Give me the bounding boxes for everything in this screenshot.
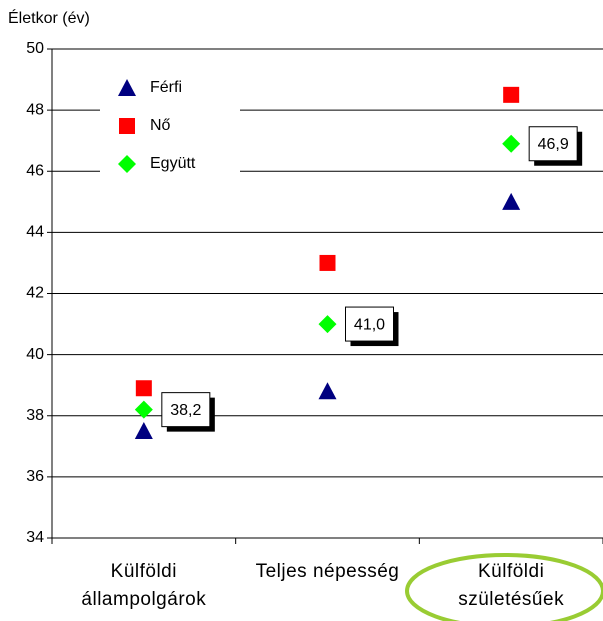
data-point bbox=[503, 86, 520, 103]
data-label: 41,0 bbox=[354, 316, 385, 333]
highlight-ellipse bbox=[405, 553, 603, 621]
legend-marker bbox=[119, 118, 135, 134]
legend-label: Együtt bbox=[150, 155, 196, 172]
y-tick-label: 38 bbox=[26, 407, 44, 424]
data-point bbox=[318, 382, 337, 400]
y-tick-label: 40 bbox=[26, 346, 44, 363]
y-tick-label: 46 bbox=[26, 162, 44, 179]
y-tick-label: 36 bbox=[26, 468, 44, 485]
x-tick-label: Teljes népesség bbox=[255, 561, 400, 582]
data-point bbox=[134, 422, 153, 440]
x-tick-label: Külföldi állampolgárok bbox=[81, 561, 207, 610]
data-point bbox=[134, 400, 153, 419]
data-label: 46,9 bbox=[538, 136, 569, 153]
y-tick-label: 42 bbox=[26, 285, 44, 302]
y-tick-label: 44 bbox=[26, 224, 44, 241]
legend-label: Nő bbox=[150, 117, 171, 134]
data-point bbox=[319, 254, 336, 271]
data-point bbox=[502, 192, 521, 210]
data-point bbox=[135, 380, 152, 397]
y-tick-label: 50 bbox=[26, 40, 44, 57]
data-point bbox=[318, 315, 337, 334]
legend-marker bbox=[118, 155, 136, 173]
x-tick-label: Külföldi születésűek bbox=[458, 561, 565, 610]
legend-marker bbox=[118, 79, 136, 96]
y-tick-label: 34 bbox=[26, 529, 44, 546]
legend-label: Férfi bbox=[150, 79, 182, 96]
y-axis-title: Életkor (év) bbox=[8, 8, 90, 27]
y-tick-label: 48 bbox=[26, 101, 44, 118]
label-box bbox=[345, 306, 394, 342]
data-point bbox=[502, 134, 521, 153]
label-box bbox=[161, 392, 211, 428]
data-label: 38,2 bbox=[170, 402, 201, 419]
label-box bbox=[528, 126, 578, 162]
